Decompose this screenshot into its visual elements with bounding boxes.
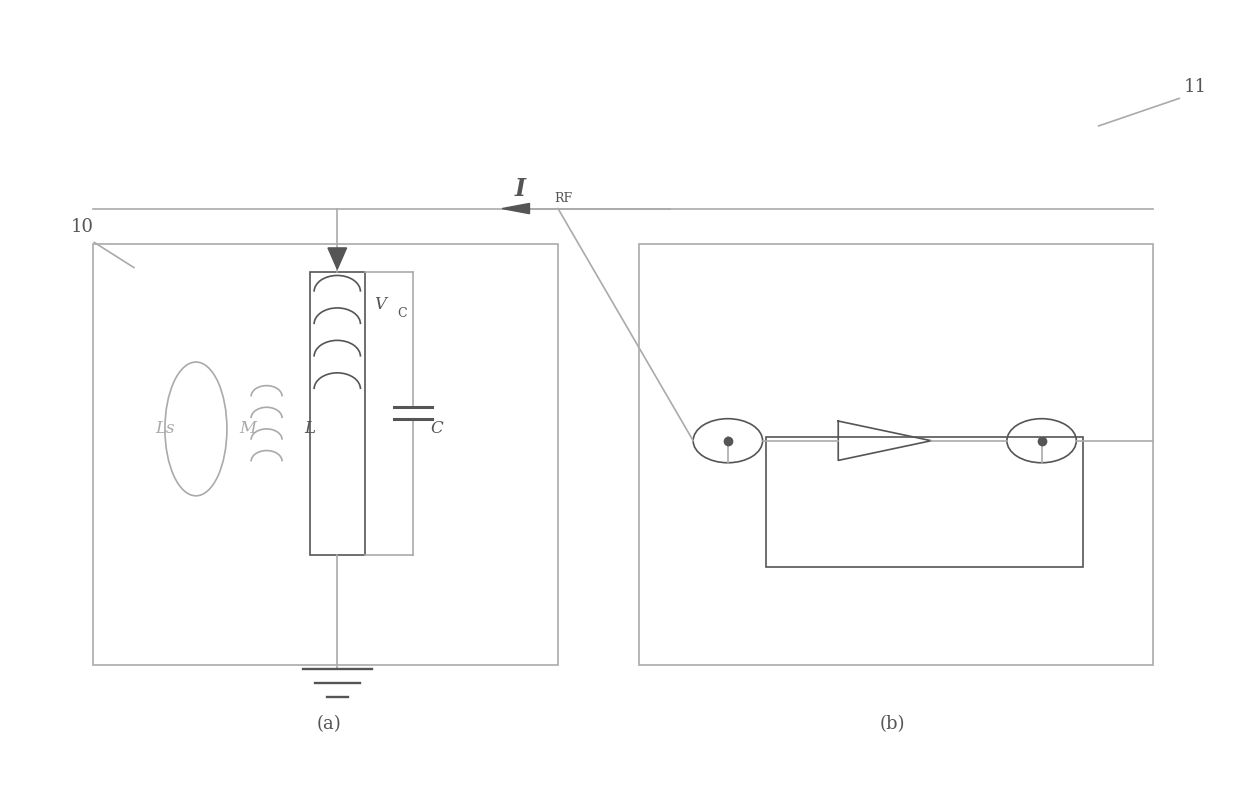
Text: C: C <box>397 306 407 320</box>
Bar <box>766 437 1083 567</box>
Text: I: I <box>515 177 526 201</box>
Text: RF: RF <box>554 192 573 205</box>
Text: L: L <box>305 420 315 438</box>
Polygon shape <box>502 204 529 214</box>
Text: M: M <box>239 420 257 438</box>
Text: (a): (a) <box>316 715 341 733</box>
Text: V: V <box>374 296 387 313</box>
Text: 10: 10 <box>71 218 94 236</box>
Polygon shape <box>327 248 347 269</box>
Text: C: C <box>430 420 443 438</box>
Text: 11: 11 <box>1184 78 1208 96</box>
Text: Ls: Ls <box>155 420 175 438</box>
Text: (b): (b) <box>880 715 905 733</box>
Bar <box>93 244 558 665</box>
Bar <box>639 244 1153 665</box>
Bar <box>310 272 365 555</box>
